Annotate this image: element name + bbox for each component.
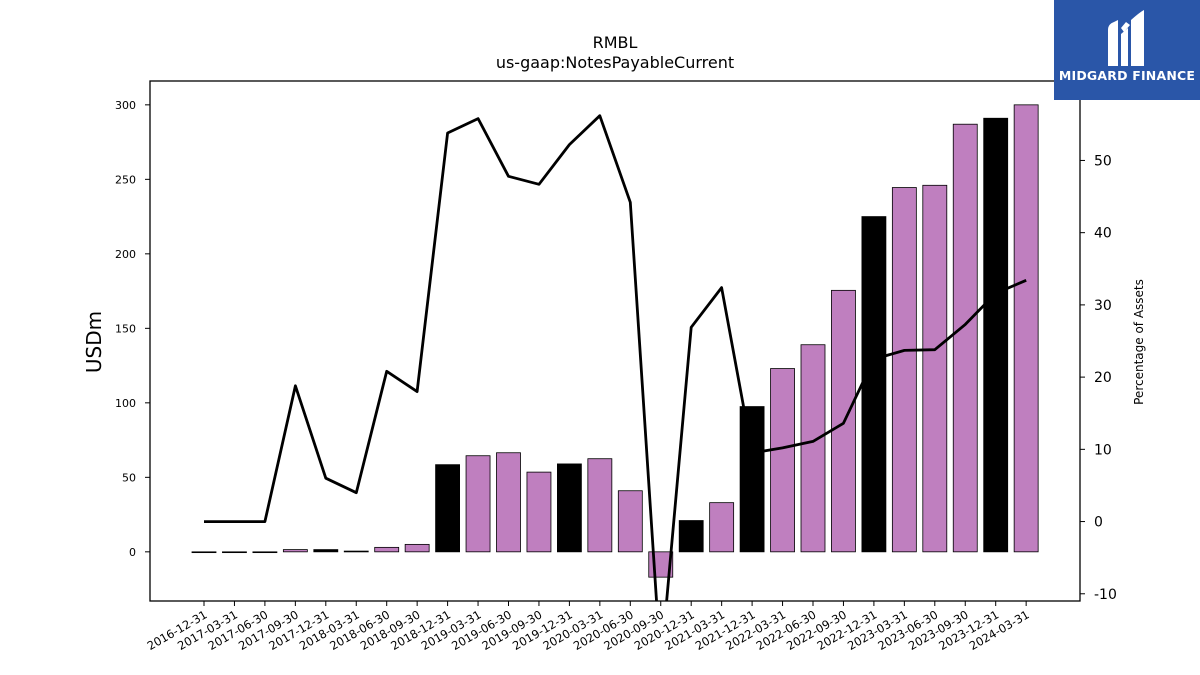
y-axis-label: USDm [82, 311, 106, 373]
left-axis: 0 50 100 150 200 250 300 [115, 99, 150, 559]
y-tick-label: 150 [115, 322, 136, 335]
y-tick-label: 100 [115, 397, 136, 410]
y2-tick-label: -10 [1094, 587, 1117, 603]
y2-tick-label: 30 [1094, 298, 1112, 314]
midgard-finance-logo: MIDGARD FINANCE [1054, 0, 1200, 100]
bar-2021-03-31 [709, 502, 735, 553]
plot-frame [149, 80, 1081, 602]
logo-mark-icon [1108, 10, 1144, 66]
bar-2019-09-30 [526, 471, 552, 553]
y-tick-label: 200 [115, 248, 136, 261]
logo-text: MIDGARD FINANCE [1058, 68, 1196, 83]
y2-tick-label: 20 [1094, 370, 1112, 386]
bar-2017-09-30 [282, 549, 308, 553]
bar-2024-03-31 [1013, 104, 1039, 553]
percentage-line [204, 114, 1027, 601]
bar-2023-09-30 [952, 123, 978, 553]
y2-tick-label: 40 [1094, 226, 1112, 242]
bar-2018-09-30 [404, 543, 430, 553]
x-axis: 2016-12-312017-03-312017-06-302017-09-30… [145, 601, 1032, 653]
line-series [204, 114, 1027, 601]
y2-tick-label: 50 [1094, 153, 1112, 169]
bar-series [191, 104, 1039, 578]
y2-tick-label: 0 [1094, 515, 1103, 531]
bar-2017-06-30 [252, 551, 278, 554]
y-tick-label: 250 [115, 173, 136, 186]
bar-2019-06-30 [496, 452, 521, 553]
bar-2017-12-31 [313, 549, 339, 553]
bar-2019-12-31 [557, 463, 582, 553]
y-tick-label: 300 [115, 99, 136, 112]
bar-2018-12-31 [435, 464, 461, 553]
bar-2018-03-31 [343, 550, 369, 553]
bar-2019-03-31 [465, 455, 491, 553]
bar-2023-03-31 [891, 187, 917, 553]
bar-2018-06-30 [374, 546, 400, 553]
bar-2022-03-31 [770, 368, 795, 553]
y-tick-label: 50 [122, 471, 136, 484]
bar-2020-06-30 [617, 490, 643, 553]
right-axis: -10 0 10 20 30 40 50 [1080, 153, 1117, 603]
bar-2017-03-31 [222, 551, 247, 554]
chart-title: RMBL [593, 33, 638, 52]
chart-subtitle: us-gaap:NotesPayableCurrent [496, 53, 734, 72]
y-tick-label: 0 [129, 546, 136, 559]
y2-tick-label: 10 [1094, 442, 1112, 458]
bar-2022-12-31 [861, 216, 887, 553]
bar-2020-03-31 [587, 458, 613, 553]
bar-2023-06-30 [922, 184, 948, 553]
y2-axis-label: Percentage of Assets [1132, 279, 1146, 405]
bar-2023-12-31 [983, 117, 1009, 553]
bar-2021-12-31 [739, 406, 765, 553]
bar-2016-12-31 [191, 551, 217, 554]
bar-2020-12-31 [678, 520, 704, 553]
bar-2022-06-30 [800, 344, 826, 553]
